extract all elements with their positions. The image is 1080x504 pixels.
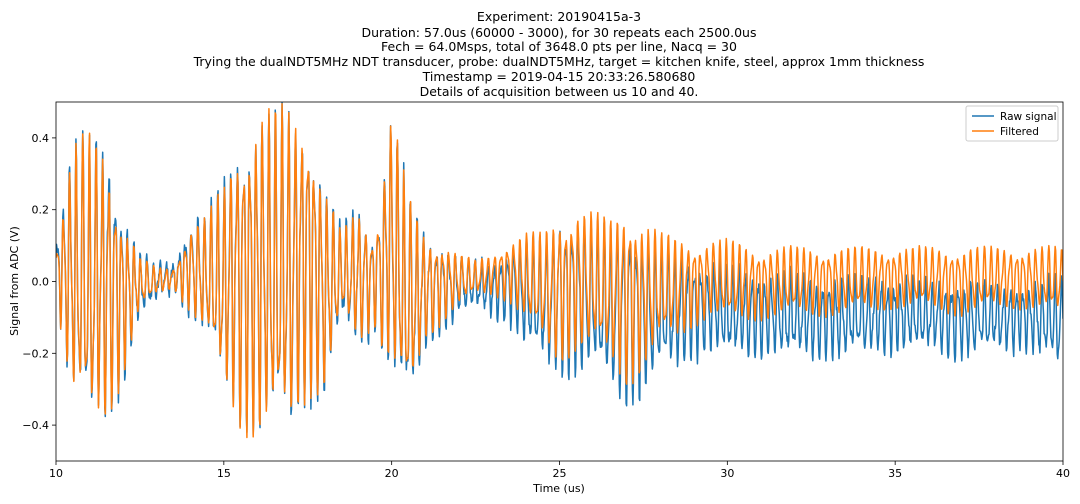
x-axis: 10 15 20 25 30 35 40	[49, 461, 1070, 480]
y-axis: −0.4 −0.2 0.0 0.2 0.4	[22, 132, 56, 432]
series-layer	[56, 102, 1063, 439]
y-tick-label: 0.4	[32, 132, 50, 145]
y-tick-label: 0.0	[32, 276, 50, 289]
legend: Raw signal Filtered	[965, 105, 1059, 142]
x-tick-label: 35	[888, 467, 902, 480]
y-tick-label: −0.4	[22, 419, 49, 432]
x-tick-label: 40	[1056, 467, 1070, 480]
y-axis-label: Signal from ADC (V)	[8, 226, 21, 336]
title-line: Details of acquisition between us 10 and…	[420, 84, 699, 99]
title-line: Duration: 57.0us (60000 - 3000), for 30 …	[361, 25, 756, 40]
title-line: Experiment: 20190415a-3	[477, 9, 641, 24]
series-line-filtered	[56, 103, 1063, 439]
x-tick-label: 25	[553, 467, 567, 480]
x-tick-label: 30	[720, 467, 734, 480]
x-tick-label: 10	[49, 467, 63, 480]
legend-box	[965, 105, 1059, 142]
x-tick-label: 15	[217, 467, 231, 480]
x-axis-label: Time (us)	[532, 482, 585, 495]
chart-title: Experiment: 20190415a-3 Duration: 57.0us…	[193, 9, 925, 99]
legend-label-filtered: Filtered	[1000, 126, 1039, 138]
title-line: Fech = 64.0Msps, total of 3648.0 pts per…	[381, 39, 737, 54]
title-line: Timestamp = 2019-04-15 20:33:26.580680	[422, 69, 696, 84]
title-line: Trying the dualNDT5MHz NDT transducer, p…	[193, 54, 925, 69]
y-tick-label: 0.2	[32, 204, 50, 217]
legend-label-raw-signal: Raw signal	[1000, 111, 1056, 123]
y-tick-label: −0.2	[22, 347, 49, 360]
x-tick-label: 20	[385, 467, 399, 480]
